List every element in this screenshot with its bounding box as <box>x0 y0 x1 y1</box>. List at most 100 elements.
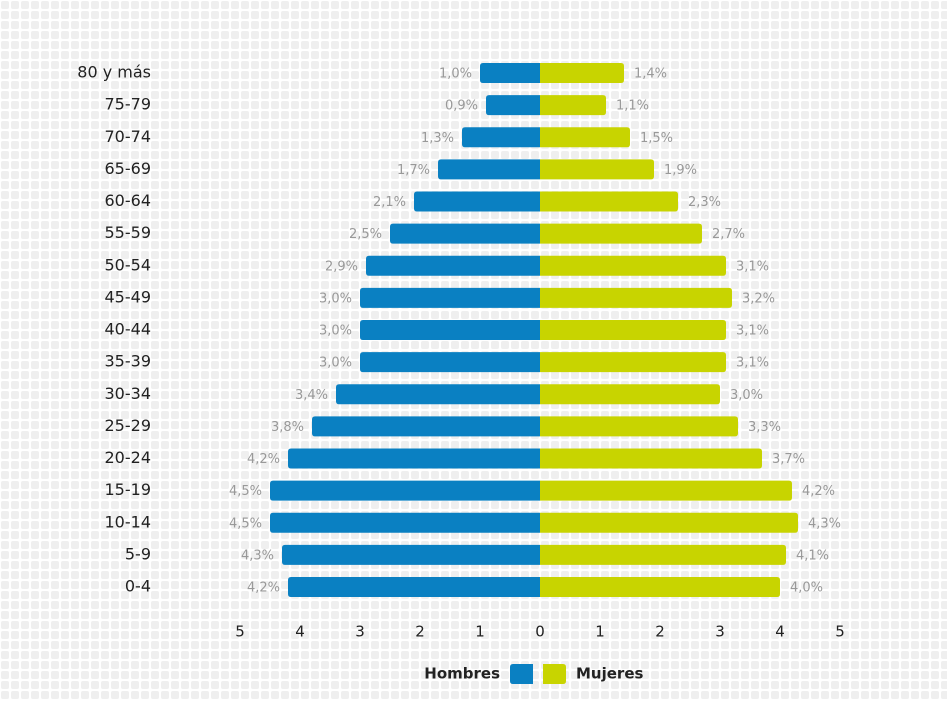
bar <box>540 384 720 405</box>
category-label: 40-44 <box>105 320 152 339</box>
category-label: 35-39 <box>105 352 152 371</box>
value-label: 3,0% <box>319 291 352 306</box>
legend-swatch <box>510 664 533 684</box>
legend-swatch <box>543 664 566 684</box>
bar <box>462 127 540 148</box>
bar <box>438 159 540 180</box>
bar <box>540 255 726 276</box>
value-label: 2,5% <box>349 227 382 242</box>
value-label: 0,9% <box>445 99 478 114</box>
category-label: 15-19 <box>105 480 152 499</box>
bar <box>540 448 762 469</box>
value-label: 4,2% <box>247 581 280 596</box>
x-tick-label: 4 <box>775 623 785 641</box>
bar <box>312 416 540 437</box>
value-label: 4,5% <box>229 516 262 531</box>
value-label: 4,2% <box>802 484 835 499</box>
value-label: 4,3% <box>241 548 274 563</box>
value-label: 2,9% <box>325 259 358 274</box>
bar <box>480 63 540 83</box>
bar <box>414 191 540 212</box>
category-label: 75-79 <box>105 95 152 114</box>
bar <box>540 512 798 533</box>
bar <box>540 480 792 501</box>
value-label: 4,2% <box>247 452 280 467</box>
x-tick-label: 2 <box>415 623 425 641</box>
bar <box>360 352 540 373</box>
value-label: 4,3% <box>808 516 841 531</box>
bar <box>540 577 780 597</box>
value-label: 1,0% <box>439 67 472 82</box>
value-label: 3,1% <box>736 324 769 339</box>
bar <box>270 480 540 501</box>
bar <box>540 127 630 148</box>
category-label: 20-24 <box>105 448 152 467</box>
value-label: 2,1% <box>373 195 406 210</box>
bar <box>540 544 786 565</box>
bar <box>360 287 540 308</box>
bar <box>540 352 726 373</box>
bar <box>540 191 678 212</box>
bar <box>390 223 540 244</box>
value-label: 1,3% <box>421 131 454 146</box>
bar <box>540 63 624 83</box>
value-label: 3,0% <box>319 356 352 371</box>
value-label: 1,4% <box>634 67 667 82</box>
bar <box>336 384 540 405</box>
value-label: 4,1% <box>796 548 829 563</box>
bar <box>540 416 738 437</box>
value-label: 3,1% <box>736 356 769 371</box>
category-label: 5-9 <box>125 544 151 563</box>
category-label: 25-29 <box>105 416 152 435</box>
bar <box>270 512 540 533</box>
value-label: 3,3% <box>748 420 781 435</box>
category-label: 0-4 <box>125 577 151 596</box>
x-tick-label: 0 <box>535 623 545 641</box>
value-label: 3,2% <box>742 291 775 306</box>
x-tick-label: 3 <box>715 623 725 641</box>
category-label: 70-74 <box>105 127 152 146</box>
value-label: 2,3% <box>688 195 721 210</box>
bar <box>540 223 702 244</box>
value-label: 2,7% <box>712 227 745 242</box>
bar <box>540 287 732 308</box>
bar <box>540 159 654 180</box>
category-label: 55-59 <box>105 223 152 242</box>
category-label: 50-54 <box>105 255 152 274</box>
value-label: 1,5% <box>640 131 673 146</box>
category-label: 60-64 <box>105 191 152 210</box>
value-label: 3,0% <box>319 324 352 339</box>
value-label: 1,1% <box>616 99 649 114</box>
value-label: 1,9% <box>664 163 697 178</box>
x-tick-label: 5 <box>835 623 845 641</box>
value-label: 4,0% <box>790 581 823 596</box>
bar <box>540 320 726 340</box>
value-label: 1,7% <box>397 163 430 178</box>
category-label: 10-14 <box>105 512 152 531</box>
legend-label: Hombres <box>424 665 500 683</box>
value-label: 3,7% <box>772 452 805 467</box>
value-label: 3,0% <box>730 388 763 403</box>
value-label: 3,8% <box>271 420 304 435</box>
value-label: 3,4% <box>295 388 328 403</box>
bar <box>360 320 540 340</box>
bar <box>288 448 540 469</box>
x-tick-label: 1 <box>475 623 485 641</box>
x-tick-label: 4 <box>295 623 305 641</box>
x-tick-label: 1 <box>595 623 605 641</box>
legend-label: Mujeres <box>576 665 643 683</box>
x-tick-label: 3 <box>355 623 365 641</box>
bar <box>486 95 540 116</box>
category-label: 30-34 <box>105 384 152 403</box>
bar <box>282 544 540 565</box>
value-label: 3,1% <box>736 259 769 274</box>
x-tick-label: 2 <box>655 623 665 641</box>
bar <box>540 95 606 116</box>
x-tick-label: 5 <box>235 623 245 641</box>
bar <box>288 577 540 597</box>
category-label: 80 y más <box>77 63 151 82</box>
category-label: 65-69 <box>105 159 152 178</box>
value-label: 4,5% <box>229 484 262 499</box>
bar <box>366 255 540 276</box>
